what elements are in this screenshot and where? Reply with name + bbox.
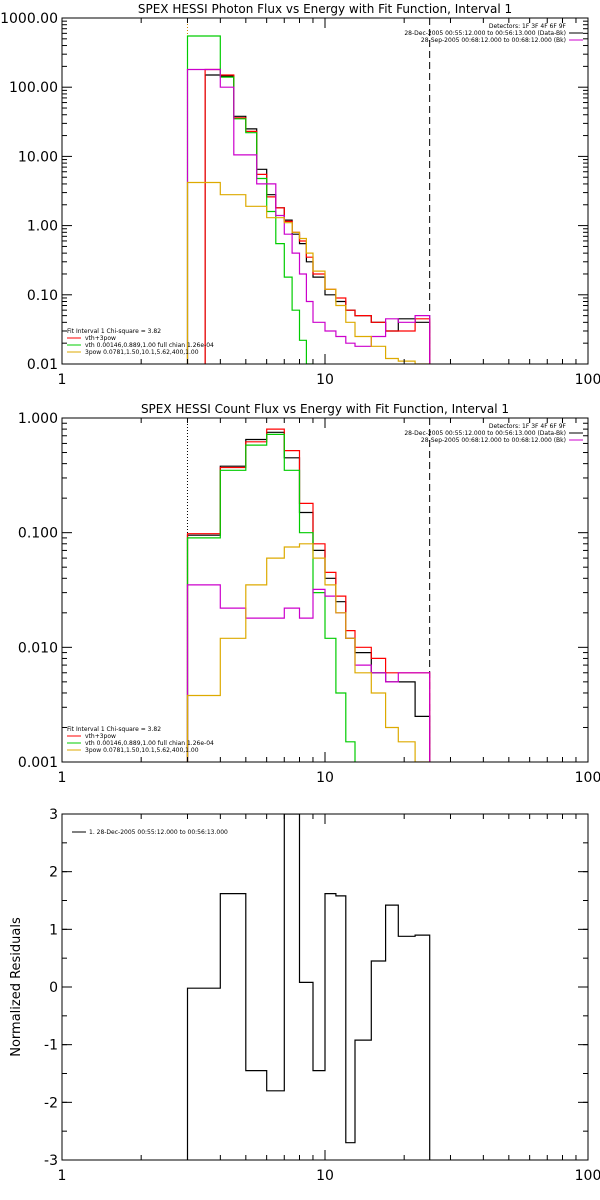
fit-legend-entry: vth+3pow xyxy=(85,733,116,740)
x-tick-label: 1 xyxy=(58,1168,67,1184)
y-tick-label: -2 xyxy=(44,1095,58,1111)
chart-title: SPEX HESSI Count Flux vs Energy with Fit… xyxy=(141,402,509,416)
info-legend-entry: Detectors: 1F 3F 4F 6F 9F xyxy=(489,23,567,30)
x-axis: 1 10 100 xyxy=(58,814,600,1184)
y-tick-label: -1 xyxy=(44,1038,58,1054)
fit-legend-entry: vth 0.00146,0.889,1.00 full chian 1.26e-… xyxy=(85,342,214,349)
y-tick-label: -3 xyxy=(44,1153,58,1169)
fit-legend: Fit Interval 1 Chi-square = 3.82vth+3pow… xyxy=(67,726,214,754)
x-tick-label: 1 xyxy=(58,770,67,786)
info-legend-entry: Detectors: 1F 3F 4F 6F 9F xyxy=(489,423,567,430)
y-tick-label: 1.000 xyxy=(18,411,58,427)
x-tick-label: 100 xyxy=(575,770,600,786)
y-tick-label: 10.00 xyxy=(18,149,58,165)
info-legend-entry: 28-Sep-2005 00:68:12.000 to 00:68:12.000… xyxy=(421,437,566,444)
info-legend-entry: 28-Dec-2005 00:55:12.000 to 00:56:13.000… xyxy=(404,30,566,37)
chart-title: SPEX HESSI Photon Flux vs Energy with Fi… xyxy=(138,2,512,16)
residuals-legend: 1. 28-Dec-2005 00:55:12.000 to 00:56:13.… xyxy=(72,829,228,836)
y-tick-label: 0 xyxy=(49,980,58,996)
y-tick-label: 0.010 xyxy=(18,640,58,656)
series-3pow xyxy=(186,181,431,364)
y-tick-label: 0.001 xyxy=(18,755,58,771)
fit-legend-header: Fit Interval 1 Chi-square = 3.82 xyxy=(67,726,161,733)
series-data xyxy=(186,431,431,762)
info-legend-entry: 28-Dec-2005 00:55:12.000 to 00:56:13.000… xyxy=(404,430,566,437)
plot-area xyxy=(186,35,431,364)
y-tick-label: 0.10 xyxy=(27,288,58,304)
y-axis-label: Normalized Residuals xyxy=(9,917,24,1057)
x-tick-label: 1 xyxy=(58,372,67,388)
x-tick-label: 100 xyxy=(575,372,600,388)
x-tick-label: 10 xyxy=(316,372,334,388)
y-tick-label: 1.00 xyxy=(27,219,58,235)
series-residuals xyxy=(186,814,431,1160)
info-legend-entry: 28-Sep-2005 00:68:12.000 to 00:68:12.000… xyxy=(421,37,566,44)
x-axis: 1 10 100 xyxy=(58,18,600,388)
series-bk xyxy=(186,584,431,762)
y-tick-label: 1 xyxy=(49,922,58,938)
y-tick-label: 2 xyxy=(49,865,58,881)
x-tick-label: 10 xyxy=(316,770,334,786)
y-tick-label: 100.00 xyxy=(9,80,58,96)
series-vth xyxy=(186,433,356,762)
series-3pow xyxy=(186,543,431,762)
y-axis: 0.01 0.10 1.00 10.00 100.00 1000.00 xyxy=(0,11,588,373)
series-vth+3pow xyxy=(204,68,431,364)
fit-legend: Fit Interval 1 Chi-square = 3.82vth+3pow… xyxy=(67,328,214,356)
y-axis: -3 -2 -1 0 1 2 3 xyxy=(44,807,588,1169)
y-tick-label: 1000.00 xyxy=(0,11,58,27)
chart-count-flux: SPEX HESSI Count Flux vs Energy with Fit… xyxy=(18,402,600,786)
x-tick-label: 10 xyxy=(316,1168,334,1184)
y-tick-label: 0.100 xyxy=(18,526,58,542)
fit-legend-entry: vth+3pow xyxy=(85,335,116,342)
fit-legend-entry: vth 0.00146,0.889,1.00 full chian 1.26e-… xyxy=(85,740,214,747)
y-tick-label: 3 xyxy=(49,807,58,823)
plot-area xyxy=(186,428,431,762)
y-tick-label: 0.01 xyxy=(27,357,58,373)
x-axis: 1 10 100 xyxy=(58,418,600,786)
fit-legend-header: Fit Interval 1 Chi-square = 3.82 xyxy=(67,328,161,335)
series-vth xyxy=(186,35,314,364)
plot-area xyxy=(186,814,431,1160)
chart-residuals: 1 10 100 -3 -2 -1 0 1 2 3 Normalized Residuals 1. 2… xyxy=(9,807,600,1184)
fit-legend-entry: 3pow 0.0781,1.50,10.1,5.62,400,1.00 xyxy=(85,747,199,754)
plot-frame xyxy=(61,17,589,365)
series-bk xyxy=(186,68,431,364)
y-axis: 0.001 0.010 0.100 1.000 xyxy=(18,411,588,771)
x-tick-label: 100 xyxy=(575,1168,600,1184)
fit-legend-entry: 3pow 0.0781,1.50,10.1,5.62,400,1.00 xyxy=(85,349,199,356)
residuals-legend-entry: 1. 28-Dec-2005 00:55:12.000 to 00:56:13.… xyxy=(89,829,228,836)
chart-photon-flux: SPEX HESSI Photon Flux vs Energy with Fi… xyxy=(0,2,600,388)
series-vth+3pow xyxy=(186,428,431,762)
